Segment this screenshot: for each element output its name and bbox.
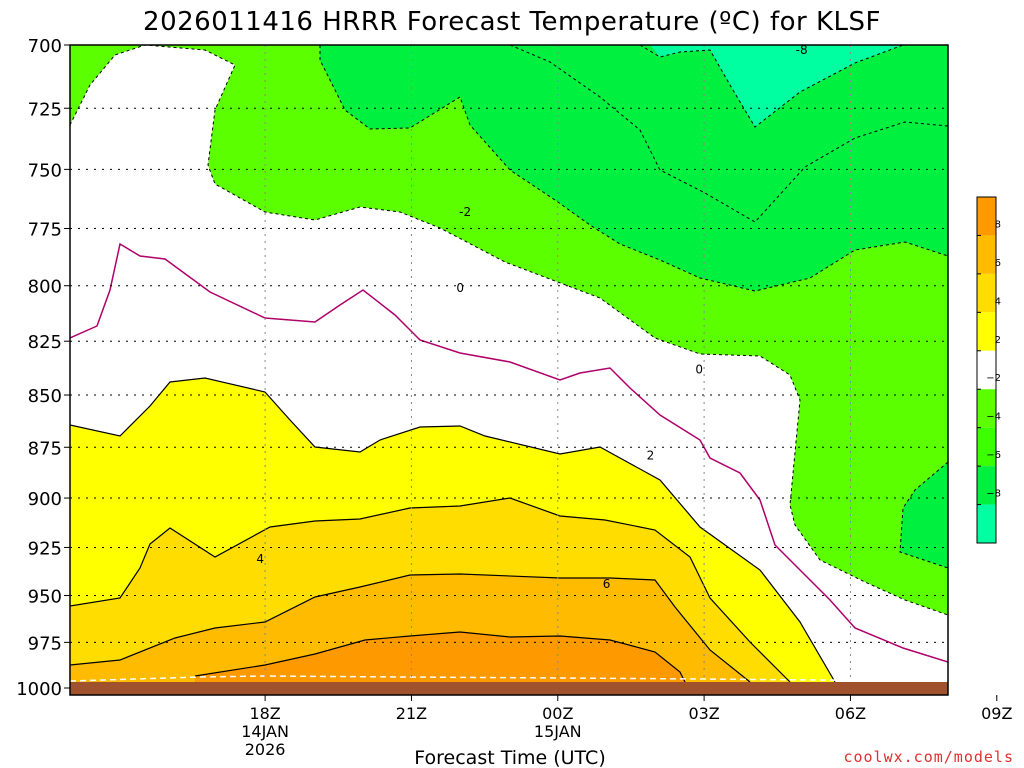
colorbar-swatch [977,504,996,543]
chart-title: 2026011416 HRRR Forecast Temperature (ºC… [143,7,881,37]
contour-minus6-b [509,45,948,223]
y-tick-label: 900 [28,489,62,510]
colorbar-swatch [977,273,996,313]
fill-inner-cold [900,462,948,568]
ground-strip [70,682,948,695]
plot-area: -8 -2 0 0 2 4 6 [70,43,948,695]
colorbar-swatch [977,197,996,236]
y-tick-label: 700 [28,36,62,57]
x-tick-label: 15JAN [534,722,582,741]
y-tick-label: 850 [28,386,62,407]
colorbar-label: −8 [986,489,1001,500]
plot-frame [69,44,949,696]
x-tick-label: 00Z [542,704,573,723]
y-tick-label: 750 [28,160,62,181]
fill-colder-band [320,45,948,291]
x-tick-label: 21Z [396,704,427,723]
y-axis: 700 725 750 775 800 825 850 875 900 925 950 975 1000 [16,36,70,700]
y-tick-label: 1000 [16,679,62,700]
contour-label: 2 [647,448,655,462]
colorbar-label: −4 [986,412,1001,423]
colorbar-swatch [977,312,996,351]
grid [70,45,948,682]
credit-text: coolwx.com/models [843,748,1014,766]
y-tick-label: 725 [28,99,62,120]
contour-plus8 [194,631,686,683]
contour-label: 4 [256,552,264,566]
contour-plus4 [70,497,791,683]
contour-label: 0 [456,281,464,295]
colorbar-label: 2 [995,335,1001,346]
contour-label: 6 [603,577,611,591]
contour-label: -8 [796,43,808,57]
y-tick-label: 775 [28,219,62,240]
colorbar-swatch [977,235,996,274]
x-tick-label: 2026 [245,740,286,759]
x-tick-label: 14JAN [241,722,289,741]
colorbar-label: 6 [995,258,1001,269]
colorbar-label: −6 [986,450,1001,461]
y-tick-label: 875 [28,438,62,459]
x-tick-label: 06Z [835,704,866,723]
ground-surface-line [70,675,948,682]
colorbar-frame [976,196,997,544]
colorbar-swatch [977,466,996,505]
colorbar-label: 8 [995,219,1001,230]
contour-label: 0 [695,362,703,376]
colorbar: 8 6 4 2 −2 −4 −6 −8 [976,196,1001,544]
colorbar-swatch [977,350,996,390]
colorbar-swatch [977,389,996,428]
x-tick-label: 03Z [688,704,719,723]
contour-plus6 [70,573,751,683]
y-tick-label: 925 [28,538,62,559]
y-tick-label: 800 [28,277,62,298]
contour-plus2 [70,377,836,683]
contour-minus6 [319,45,948,292]
colorbar-swatch [977,427,996,467]
contour-minus8 [639,45,904,128]
fill-warm-8 [195,632,685,682]
x-axis-label: Forecast Time (UTC) [414,747,605,768]
contour-labels: -8 -2 0 0 2 4 6 [256,43,808,591]
colorbar-label: −2 [986,373,1001,384]
y-tick-label: 950 [28,587,62,608]
colorbar-label: 4 [995,296,1001,307]
contour-label: -2 [459,205,471,219]
y-tick-label: 825 [28,332,62,353]
fill-coldest-band [650,45,948,127]
x-tick-label: 18Z [249,704,280,723]
x-tick-label: 09Z [981,704,1012,723]
y-tick-label: 975 [28,633,62,654]
contour-zero [70,242,948,663]
